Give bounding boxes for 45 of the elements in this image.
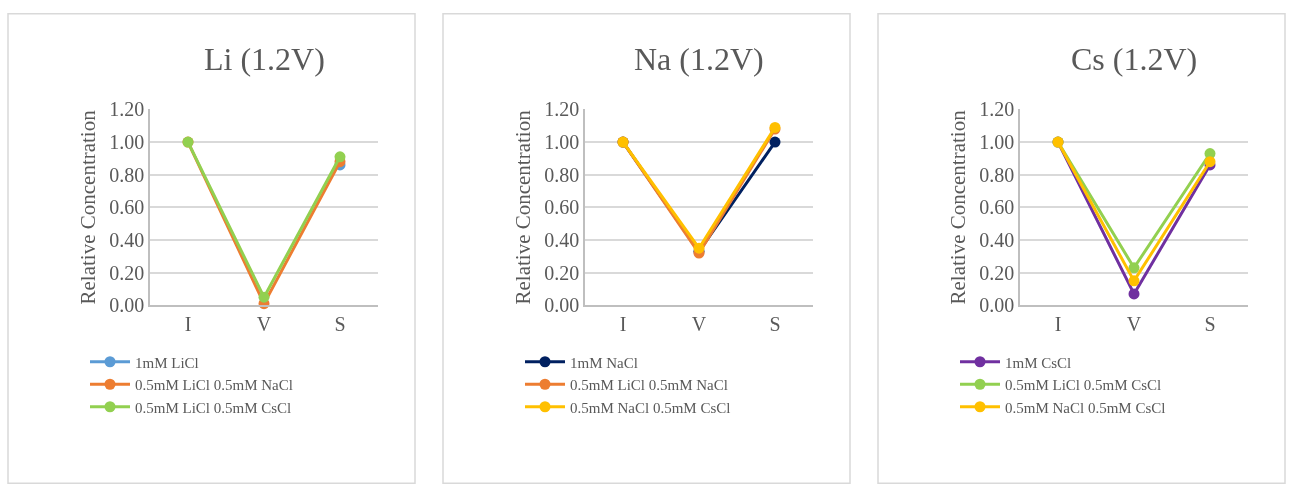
y-axis-title: Relative Concentration [510,109,535,305]
y-tick-label: 0.40 [979,229,1015,252]
y-tick-label: 0.20 [544,261,580,284]
legend-label: 1mM LiCl [135,354,199,371]
y-tick-label: 1.20 [544,98,580,121]
y-tick-label: 0.20 [979,261,1015,284]
y-tick-label: 0.60 [109,196,145,219]
y-tick-label: 0.00 [109,294,145,317]
legend-label: 0.5mM LiCl 0.5mM CsCl [135,399,292,416]
y-tick-label: 1.00 [109,131,145,154]
x-tick-label: S [769,313,781,336]
x-tick-label: V [691,313,707,336]
chart-title: Li (1.2V) [204,41,325,77]
chart-title: Cs (1.2V) [1071,41,1198,77]
y-tick-label: 0.00 [979,294,1015,317]
y-tick-label: 0.80 [109,163,145,186]
y-tick-label: 0.60 [544,196,580,219]
y-tick-label: 0.60 [979,196,1015,219]
x-tick-label: V [256,313,272,336]
y-tick-label: 0.40 [544,229,580,252]
x-tick-label: S [1204,313,1216,336]
y-tick-label: 0.80 [544,163,580,186]
legend-label: 0.5mM LiCl 0.5mM NaCl [570,377,728,394]
legend-label: 0.5mM NaCl 0.5mM CsCl [1005,399,1166,416]
x-tick-label: I [619,313,627,336]
y-axis-title: Relative Concentration [945,109,970,305]
y-axis-title: Relative Concentration [75,109,100,305]
y-tick-label: 1.20 [109,98,145,121]
y-tick-label: 0.20 [109,261,145,284]
y-tick-label: 0.00 [544,294,580,317]
x-tick-label: I [184,313,192,336]
y-tick-label: 1.20 [979,98,1015,121]
y-tick-label: 1.00 [544,131,580,154]
legend-label: 0.5mM LiCl 0.5mM NaCl [135,377,293,394]
y-tick-label: 0.80 [979,163,1015,186]
chart-title: Na (1.2V) [634,41,764,77]
legend-label: 1mM CsCl [1005,354,1072,371]
legend-label: 1mM NaCl [570,354,638,371]
y-tick-label: 0.40 [109,229,145,252]
x-tick-label: V [1126,313,1142,336]
y-tick-label: 1.00 [979,131,1015,154]
x-tick-label: I [1054,313,1062,336]
x-tick-label: S [334,313,346,336]
legend-label: 0.5mM LiCl 0.5mM CsCl [1005,377,1162,394]
legend-label: 0.5mM NaCl 0.5mM CsCl [570,399,731,416]
